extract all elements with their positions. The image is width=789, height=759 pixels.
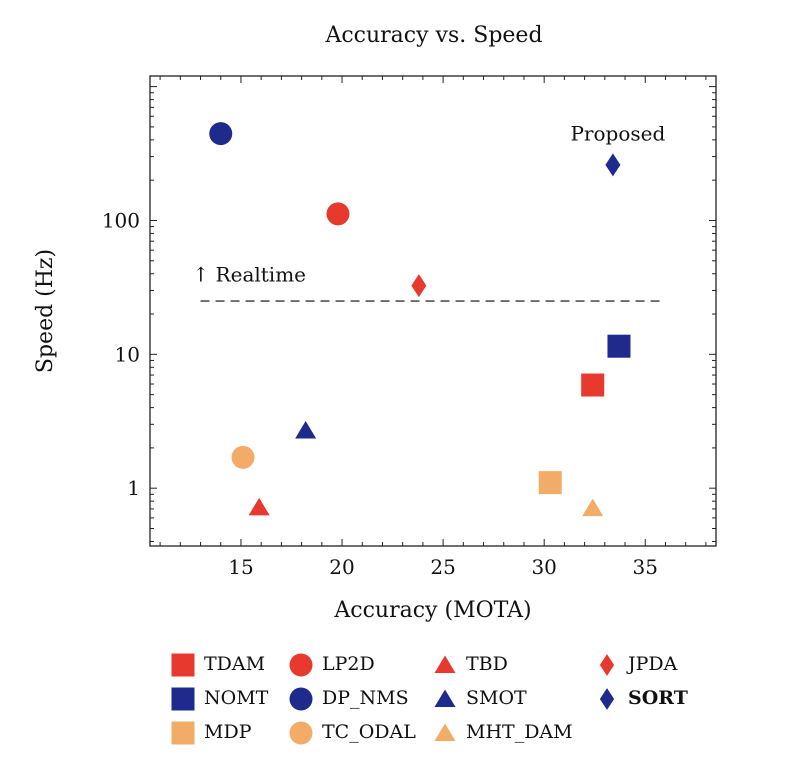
legend-item-sort: SORT <box>592 682 688 714</box>
legend-square-marker <box>171 687 195 711</box>
marks-layer: ↑ Realtime Proposed <box>192 122 666 517</box>
legend-item-lp2d: LP2D <box>286 648 375 680</box>
legend-item-tbd: TBD <box>430 648 508 680</box>
legend-label: SMOT <box>466 687 527 709</box>
point-tc-odal <box>231 445 255 469</box>
legend-label: TC_ODAL <box>322 721 416 743</box>
point-nomt <box>607 334 631 358</box>
legend-swatch <box>289 653 313 677</box>
y-tick-label: 100 <box>102 208 140 232</box>
tick-layer: 15 20 25 30 35 1 10 100 <box>102 76 716 579</box>
legend-triangle-marker <box>434 655 456 674</box>
point-dp-nms <box>209 122 233 146</box>
legend-label: TDAM <box>204 653 266 675</box>
y-tick-label: 1 <box>127 476 140 500</box>
legend-label: TBD <box>466 653 508 675</box>
legend-swatch <box>599 688 615 710</box>
y-tick-label: 10 <box>115 342 140 366</box>
legend-swatch <box>434 723 456 742</box>
proposed-label: Proposed <box>570 122 665 146</box>
legend-item-tdam: TDAM <box>168 648 265 680</box>
legend-swatch <box>599 654 615 676</box>
point-tbd <box>248 497 270 516</box>
legend-label: JPDA <box>628 653 678 675</box>
legend-label: SORT <box>628 687 688 709</box>
legend-swatch <box>434 689 456 708</box>
x-axis-label: Accuracy (MOTA) <box>333 598 531 623</box>
scatter-chart: Accuracy vs. Speed 15 20 25 30 35 1 10 100 ↑ Re… <box>33 23 717 623</box>
point-lp2d <box>326 202 350 226</box>
x-tick-label: 30 <box>531 555 556 579</box>
legend-item-nomt: NOMT <box>168 682 268 714</box>
point-jpda <box>411 274 427 298</box>
legend-item-mdp: MDP <box>168 716 251 748</box>
legend-swatch <box>171 653 195 677</box>
legend-circle-marker <box>289 721 313 745</box>
legend-diamond-marker <box>599 688 615 710</box>
legend-circle-marker <box>289 687 313 711</box>
legend-swatch <box>171 721 195 745</box>
realtime-label: ↑ Realtime <box>192 262 306 286</box>
legend-square-marker <box>171 653 195 677</box>
legend-swatch <box>289 687 313 711</box>
plot-frame <box>149 75 717 547</box>
legend: TDAM LP2D TBD JPDA NOMT DP_NMS SMOT SORT MDP TC_O… <box>168 648 728 758</box>
legend-triangle-marker <box>434 723 456 742</box>
point-sort <box>605 153 621 177</box>
chart-title: Accuracy vs. Speed <box>324 23 542 48</box>
legend-label: LP2D <box>322 653 375 675</box>
legend-item-jpda: JPDA <box>592 648 677 680</box>
legend-swatch <box>171 687 195 711</box>
legend-diamond-marker <box>599 654 615 676</box>
legend-item-dp-nms: DP_NMS <box>286 682 409 714</box>
x-tick-label: 35 <box>633 555 658 579</box>
legend-swatch <box>289 721 313 745</box>
point-tdam <box>581 373 605 397</box>
legend-triangle-marker <box>434 689 456 708</box>
legend-circle-marker <box>289 653 313 677</box>
y-axis-label: Speed (Hz) <box>33 249 58 373</box>
legend-label: MDP <box>204 721 252 743</box>
legend-label: MHT_DAM <box>466 721 573 743</box>
legend-item-tc-odal: TC_ODAL <box>286 716 416 748</box>
x-tick-label: 20 <box>329 555 354 579</box>
point-mht-dam <box>582 498 604 517</box>
point-smot <box>295 421 317 439</box>
x-tick-label: 25 <box>430 555 455 579</box>
legend-item-smot: SMOT <box>430 682 527 714</box>
legend-item-mht-dam: MHT_DAM <box>430 716 573 748</box>
legend-label: DP_NMS <box>322 687 409 709</box>
point-mdp <box>538 471 562 495</box>
legend-swatch <box>434 655 456 674</box>
legend-label: NOMT <box>204 687 269 709</box>
x-tick-label: 15 <box>228 555 253 579</box>
legend-square-marker <box>171 721 195 745</box>
